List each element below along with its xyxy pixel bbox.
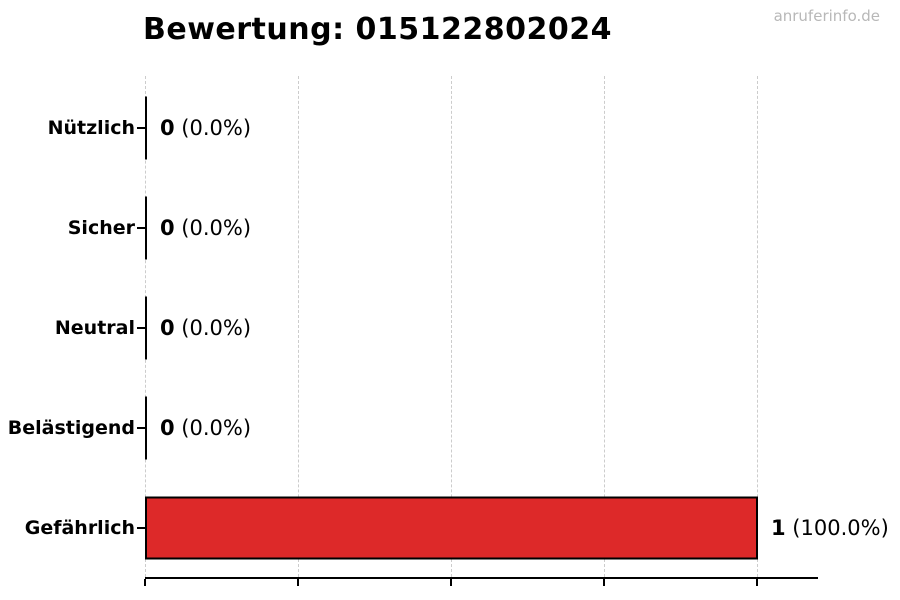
value-label: 0 (0.0%) bbox=[160, 116, 251, 140]
x-axis-line bbox=[145, 577, 818, 579]
value-percent: (0.0%) bbox=[174, 316, 252, 340]
bar bbox=[145, 496, 758, 560]
category-label: Belästigend bbox=[7, 417, 135, 439]
x-axis-tick bbox=[603, 579, 605, 586]
zero-value-bar-edge bbox=[145, 296, 147, 360]
value-percent: (100.0%) bbox=[785, 516, 889, 540]
category-label: Nützlich bbox=[47, 117, 135, 139]
value-count: 0 bbox=[160, 116, 175, 140]
value-label: 1 (100.0%) bbox=[771, 516, 889, 540]
value-label: 0 (0.0%) bbox=[160, 316, 251, 340]
y-axis-tick bbox=[137, 127, 145, 129]
y-axis-tick bbox=[137, 227, 145, 229]
zero-value-bar-edge bbox=[145, 396, 147, 460]
watermark-text: anruferinfo.de bbox=[773, 7, 880, 25]
y-axis-tick bbox=[137, 427, 145, 429]
y-axis-tick bbox=[137, 327, 145, 329]
x-axis-tick bbox=[297, 579, 299, 586]
gridline bbox=[298, 76, 299, 577]
value-label: 0 (0.0%) bbox=[160, 416, 251, 440]
gridline bbox=[604, 76, 605, 577]
value-count: 0 bbox=[160, 316, 175, 340]
y-axis-tick bbox=[137, 527, 145, 529]
value-percent: (0.0%) bbox=[174, 116, 252, 140]
category-label: Gefährlich bbox=[24, 517, 135, 539]
value-label: 0 (0.0%) bbox=[160, 216, 251, 240]
gridline bbox=[757, 76, 758, 577]
value-count: 0 bbox=[160, 216, 175, 240]
x-axis-tick bbox=[450, 579, 452, 586]
x-axis-tick bbox=[756, 579, 758, 586]
category-label: Neutral bbox=[54, 317, 135, 339]
gridline bbox=[451, 76, 452, 577]
x-axis-tick bbox=[144, 579, 146, 586]
value-count: 1 bbox=[771, 516, 786, 540]
zero-value-bar-edge bbox=[145, 96, 147, 160]
value-percent: (0.0%) bbox=[174, 416, 252, 440]
chart-title: Bewertung: 015122802024 bbox=[142, 12, 613, 47]
value-count: 0 bbox=[160, 416, 175, 440]
value-percent: (0.0%) bbox=[174, 216, 252, 240]
zero-value-bar-edge bbox=[145, 196, 147, 260]
category-label: Sicher bbox=[67, 217, 135, 239]
